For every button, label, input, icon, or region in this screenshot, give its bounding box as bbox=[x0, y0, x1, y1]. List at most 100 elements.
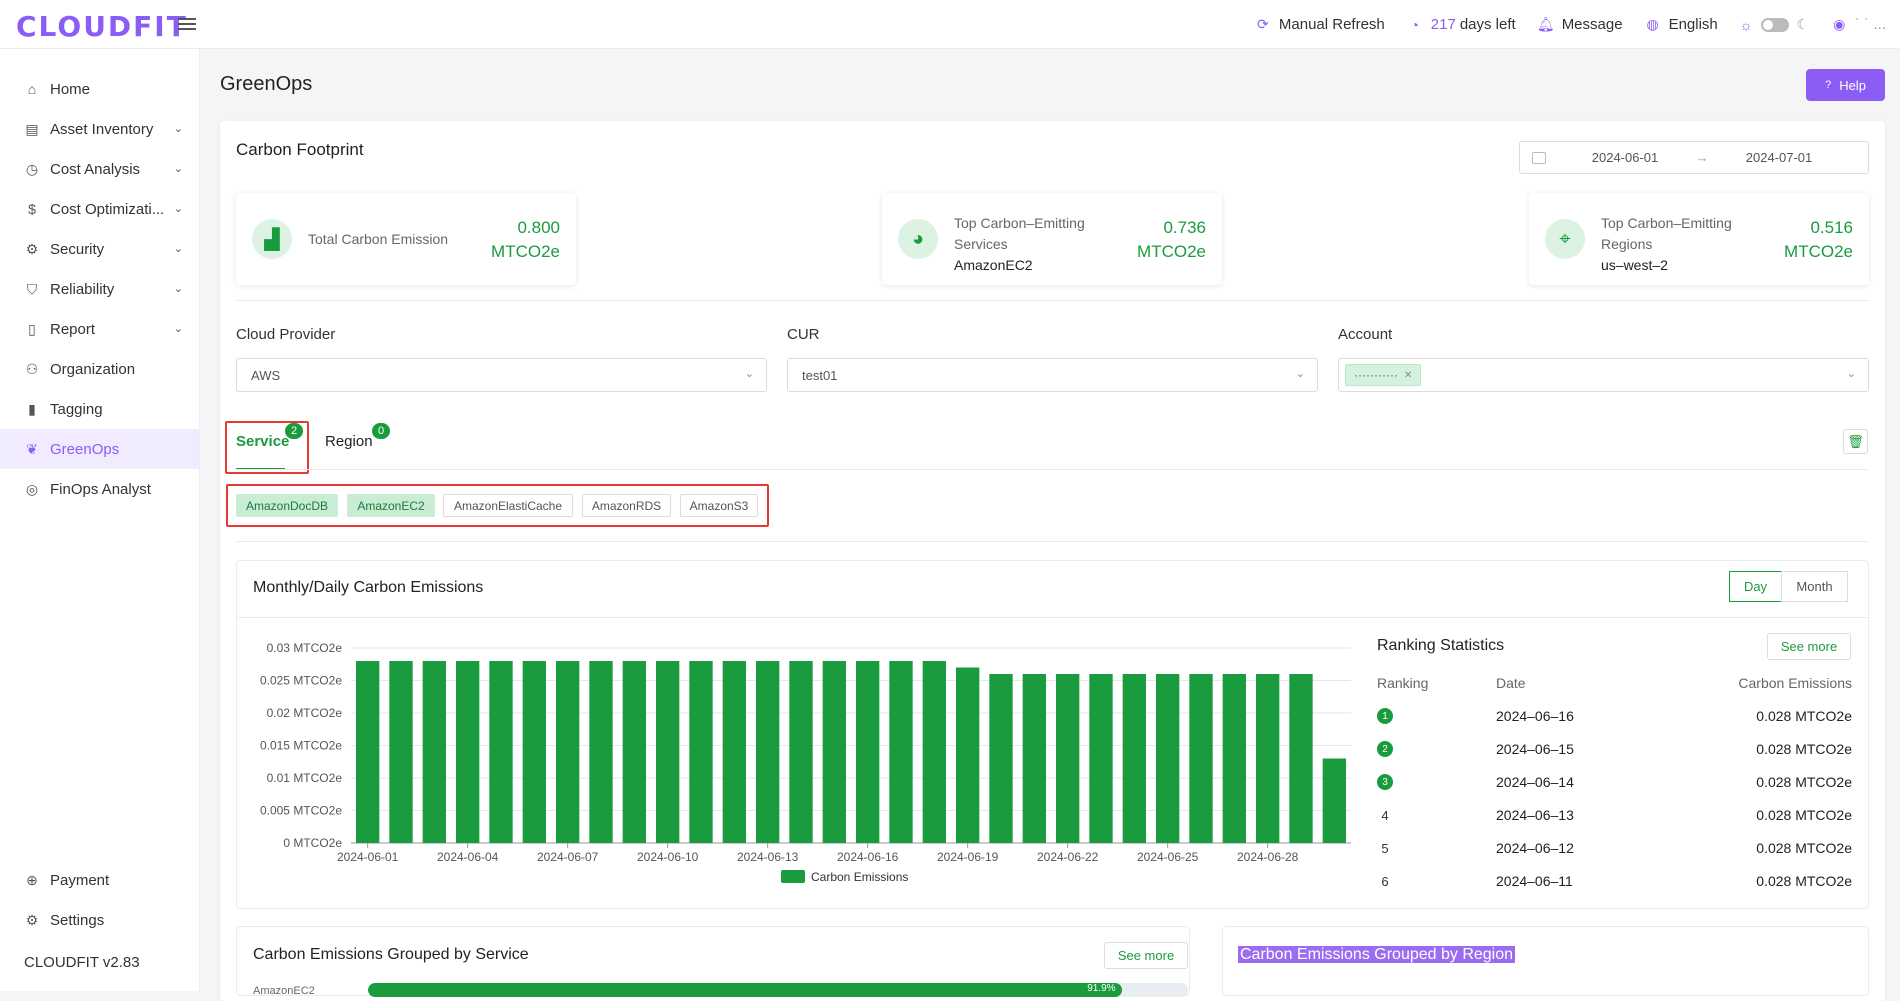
sidebar-item-finops-analyst[interactable]: ◎ FinOps Analyst bbox=[0, 469, 199, 509]
sidebar-item-asset-inventory[interactable]: ▤ Asset Inventory ⌄ bbox=[0, 109, 199, 149]
menu-toggle-icon[interactable] bbox=[178, 15, 196, 31]
service-icon: ◕ bbox=[898, 219, 938, 259]
bar-2024-06-23[interactable] bbox=[1089, 674, 1113, 843]
bar-2024-06-19[interactable] bbox=[956, 667, 980, 844]
bar-2024-06-02[interactable] bbox=[389, 661, 413, 843]
chevron-down-icon: ⌄ bbox=[173, 243, 183, 255]
bar-2024-06-22[interactable] bbox=[1056, 674, 1080, 843]
chevron-down-icon: ⌄ bbox=[173, 323, 183, 335]
sidebar-item-report[interactable]: ▯ Report ⌄ bbox=[0, 309, 199, 349]
sidebar-item-security[interactable]: ⚙ Security ⌄ bbox=[0, 229, 199, 269]
trash-icon[interactable]: 🗑︎ bbox=[1843, 429, 1868, 454]
sidebar-item-tagging[interactable]: ▮ Tagging bbox=[0, 389, 199, 429]
sidebar-item-payment[interactable]: ⊕ Payment bbox=[0, 860, 200, 900]
app-logo[interactable]: CLOUDFIT bbox=[16, 10, 188, 43]
ranking-header-date: Date bbox=[1496, 675, 1526, 691]
stat-label: Total Carbon Emission bbox=[308, 231, 449, 247]
service-bar-percent: 91.9% bbox=[1087, 983, 1116, 994]
manual-refresh-button[interactable]: ⟳ Manual Refresh bbox=[1255, 16, 1385, 33]
bar-2024-06-13[interactable] bbox=[756, 661, 780, 843]
legend-label[interactable]: Carbon Emissions bbox=[811, 870, 908, 884]
x-tick-label: 2024-06-10 bbox=[637, 850, 699, 864]
refresh-icon: ⟳ bbox=[1257, 16, 1269, 32]
stat-total-emission: ▟ Total Carbon Emission 0.800 MTCO2e bbox=[236, 193, 576, 285]
bar-2024-06-11[interactable] bbox=[689, 661, 713, 843]
sidebar-item-greenops[interactable]: ❦ GreenOps bbox=[0, 429, 199, 469]
legend-swatch[interactable] bbox=[781, 870, 805, 883]
bar-2024-06-30[interactable] bbox=[1322, 758, 1346, 844]
ranking-row: 5 2024–06–12 0.028 MTCO2e bbox=[1377, 840, 1852, 873]
language-label: English bbox=[1668, 16, 1718, 33]
bar-2024-06-24[interactable] bbox=[1122, 674, 1146, 843]
bar-2024-06-14[interactable] bbox=[789, 661, 813, 843]
bar-2024-06-16[interactable] bbox=[856, 661, 880, 843]
service-chip-amazons3[interactable]: AmazonS3 bbox=[680, 494, 758, 517]
bar-2024-06-26[interactable] bbox=[1189, 674, 1213, 843]
tab-service[interactable]: Service bbox=[236, 433, 290, 450]
bar-2024-06-06[interactable] bbox=[522, 661, 546, 843]
month-toggle-button[interactable]: Month bbox=[1781, 571, 1848, 602]
bar-2024-06-29[interactable] bbox=[1289, 674, 1313, 843]
bar-2024-06-08[interactable] bbox=[589, 661, 613, 843]
bar-2024-06-25[interactable] bbox=[1156, 674, 1180, 843]
bar-2024-06-27[interactable] bbox=[1222, 674, 1246, 843]
service-chip-amazonelasticache[interactable]: AmazonElastiCache bbox=[443, 494, 573, 517]
bar-2024-06-05[interactable] bbox=[489, 661, 513, 843]
home-icon: ⌂ bbox=[27, 81, 37, 97]
bar-2024-06-28[interactable] bbox=[1256, 674, 1280, 843]
sidebar-item-home[interactable]: ⌂ Home bbox=[0, 69, 199, 109]
theme-switch[interactable]: ☼ ☾ bbox=[1740, 16, 1809, 33]
bar-2024-06-21[interactable] bbox=[1022, 674, 1046, 843]
bar-2024-06-20[interactable] bbox=[989, 674, 1013, 843]
stat-label-text: Top Carbon–Emitting Regions bbox=[1601, 215, 1732, 252]
service-chip-amazonrds[interactable]: AmazonRDS bbox=[582, 494, 671, 517]
bar-2024-06-10[interactable] bbox=[656, 661, 680, 843]
ranking-see-more-button[interactable]: See more bbox=[1767, 633, 1851, 660]
sidebar-item-cost-analysis[interactable]: ◷ Cost Analysis ⌄ bbox=[0, 149, 199, 189]
y-tick-label: 0.005 MTCO2e bbox=[260, 804, 342, 818]
help-button[interactable]: ? Help bbox=[1806, 69, 1885, 101]
user-menu[interactable]: ◉ ˙ ˙ ... bbox=[1831, 16, 1886, 33]
sidebar-item-organization[interactable]: ⚇ Organization bbox=[0, 349, 199, 389]
rank-badge: 6 bbox=[1381, 873, 1389, 889]
date-end[interactable]: 2024-07-01 bbox=[1745, 150, 1813, 165]
cloud-provider-select[interactable]: AWS ⌄ bbox=[236, 358, 767, 392]
bar-2024-06-12[interactable] bbox=[722, 661, 746, 843]
grouped-service-see-more-button[interactable]: See more bbox=[1104, 942, 1188, 969]
language-selector[interactable]: ◍ English bbox=[1645, 16, 1718, 33]
sidebar-item-label: Security bbox=[50, 240, 105, 258]
bar-2024-06-17[interactable] bbox=[889, 661, 913, 843]
ranking-row: 2 2024–06–15 0.028 MTCO2e bbox=[1377, 741, 1852, 774]
tab-region[interactable]: Region bbox=[325, 433, 373, 450]
message-button[interactable]: 🔔︎ Message bbox=[1537, 16, 1623, 33]
sidebar-item-reliability[interactable]: ⛉ Reliability ⌄ bbox=[0, 269, 199, 309]
sidebar-item-label: Tagging bbox=[50, 400, 103, 418]
bar-2024-06-04[interactable] bbox=[456, 661, 480, 843]
bar-2024-06-09[interactable] bbox=[622, 661, 646, 843]
bar-2024-06-18[interactable] bbox=[922, 661, 946, 843]
service-chip-amazonec2[interactable]: AmazonEC2 bbox=[347, 494, 435, 517]
bar-2024-06-15[interactable] bbox=[822, 661, 846, 843]
sidebar-item-settings[interactable]: ⚙ Settings bbox=[0, 900, 200, 940]
divider bbox=[236, 300, 1869, 301]
day-toggle-button[interactable]: Day bbox=[1729, 571, 1782, 602]
tab-divider bbox=[236, 469, 1869, 470]
highlight-box bbox=[226, 484, 769, 527]
account-select[interactable]: ··········· ✕ ⌄ bbox=[1338, 358, 1869, 392]
service-chip-amazondocdb[interactable]: AmazonDocDB bbox=[236, 494, 338, 517]
close-icon[interactable]: ✕ bbox=[1403, 369, 1413, 381]
bar-2024-06-07[interactable] bbox=[556, 661, 580, 843]
stat-sub: us–west–2 bbox=[1601, 257, 1668, 273]
subscription-days[interactable]: ◔ 217 days left bbox=[1407, 16, 1516, 33]
message-label: Message bbox=[1561, 16, 1623, 33]
theme-toggle[interactable] bbox=[1760, 17, 1789, 32]
date-start[interactable]: 2024-06-01 bbox=[1591, 150, 1659, 165]
cur-select[interactable]: test01 ⌄ bbox=[787, 358, 1318, 392]
analyst-icon: ◎ bbox=[25, 480, 39, 497]
account-tag[interactable]: ··········· ✕ bbox=[1345, 364, 1422, 386]
sidebar-item-cost-optimization[interactable]: $ Cost Optimizati... ⌄ bbox=[0, 189, 199, 229]
date-range-picker[interactable]: 2024-06-01 → 2024-07-01 bbox=[1519, 141, 1869, 174]
stat-number: 0.800 bbox=[517, 218, 560, 237]
bar-2024-06-03[interactable] bbox=[422, 661, 446, 843]
bar-2024-06-01[interactable] bbox=[356, 661, 380, 843]
